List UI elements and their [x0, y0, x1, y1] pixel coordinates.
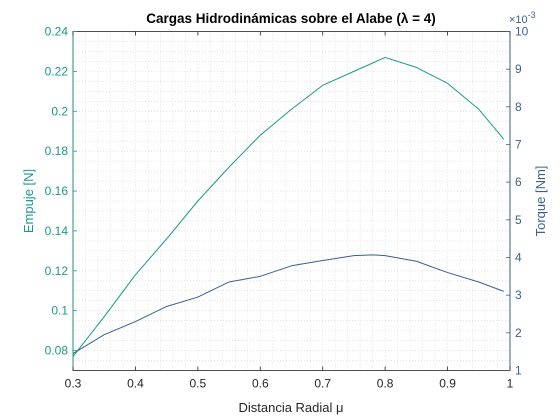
x-tick-label: 0.9: [439, 377, 456, 391]
left-tick-label: 0.12: [45, 264, 69, 278]
exponent-base: ×10: [509, 14, 528, 26]
empuje-series-line: [72, 56, 505, 357]
x-tick-label: 0.5: [190, 377, 207, 391]
left-axis-label: Empuje [N]: [21, 169, 36, 233]
right-tick-label: 2: [515, 326, 522, 340]
right-tick-label: 5: [515, 213, 522, 227]
left-tick-label: 0.18: [45, 144, 69, 158]
right-tick-label: 8: [515, 100, 522, 114]
x-tick-label: 0.3: [65, 377, 82, 391]
right-tick-label: 9: [515, 62, 522, 76]
right-tick-label: 1: [515, 364, 522, 378]
right-tick-label: 10: [515, 25, 529, 39]
right-axis-exponent: ×10-3: [509, 10, 536, 26]
exponent-power: -3: [528, 10, 536, 20]
left-tick-label: 0.2: [51, 104, 68, 118]
grid: [72, 31, 511, 371]
x-tick-label: 0.6: [252, 377, 269, 391]
left-tick-label: 0.22: [45, 64, 69, 78]
ticks-layer: 0.3 0.4 0.5 0.6 0.7 0.8 0.9 1 0.08 0.1 0.12 0.14 0.1…: [45, 25, 529, 391]
left-tick-label: 0.16: [45, 184, 69, 198]
right-tick-label: 4: [515, 251, 522, 265]
x-axis-label: Distancia Radial μ: [238, 400, 343, 415]
series-layer: [72, 56, 505, 357]
left-tick-label: 0.1: [51, 304, 68, 318]
x-tick-label: 1: [507, 377, 514, 391]
chart-title: Cargas Hidrodinámicas sobre el Alabe (λ …: [146, 11, 435, 26]
right-tick-label: 6: [515, 175, 522, 189]
torque-series-line: [72, 254, 504, 354]
x-tick-label: 0.8: [377, 377, 394, 391]
x-tick-label: 0.7: [314, 377, 331, 391]
left-tick-label: 0.14: [45, 224, 69, 238]
left-tick-label: 0.08: [45, 344, 69, 358]
left-tick-label: 0.24: [45, 25, 69, 39]
right-axis-label: Torque [Nm]: [533, 166, 548, 237]
right-tick-label: 7: [515, 138, 522, 152]
right-tick-label: 3: [515, 288, 522, 302]
x-tick-label: 0.4: [127, 377, 144, 391]
